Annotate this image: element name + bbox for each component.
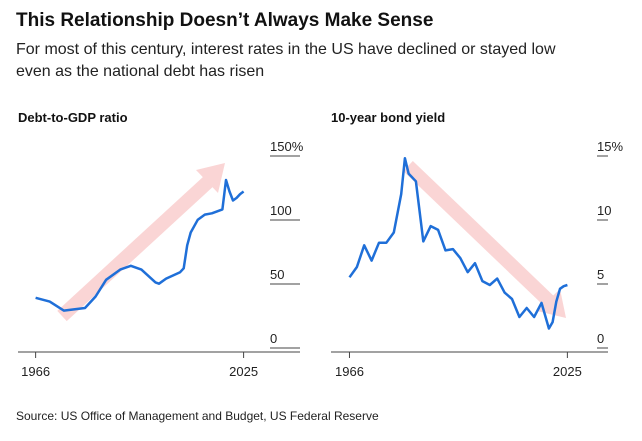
subtitle: even as the national debt has risen bbox=[16, 63, 264, 80]
trend-arrow bbox=[57, 163, 225, 322]
x-tick-label: 2025 bbox=[229, 364, 258, 379]
y-tick-label: 50 bbox=[270, 267, 284, 282]
y-tick-label: 10 bbox=[597, 203, 611, 218]
y-tick-label: 100 bbox=[270, 203, 292, 218]
y-tick-label: 15% bbox=[597, 139, 623, 154]
y-tick-label: 5 bbox=[597, 267, 604, 282]
trend-arrow bbox=[403, 160, 566, 318]
y-tick-label: 150% bbox=[270, 139, 304, 154]
chart-title: This Relationship Doesn’t Always Make Se… bbox=[16, 10, 433, 31]
y-tick-label: 0 bbox=[597, 331, 604, 346]
source: Source: US Office of Management and Budg… bbox=[16, 409, 379, 423]
panel-title: 10-year bond yield bbox=[331, 110, 445, 125]
x-tick-label: 2025 bbox=[553, 364, 582, 379]
panel-title: Debt-to-GDP ratio bbox=[18, 110, 128, 125]
subtitle: For most of this century, interest rates… bbox=[16, 41, 556, 58]
x-tick-label: 1966 bbox=[21, 364, 50, 379]
data-line bbox=[35, 178, 245, 312]
data-line bbox=[348, 156, 568, 330]
x-tick-label: 1966 bbox=[335, 364, 364, 379]
y-tick-label: 0 bbox=[270, 331, 277, 346]
